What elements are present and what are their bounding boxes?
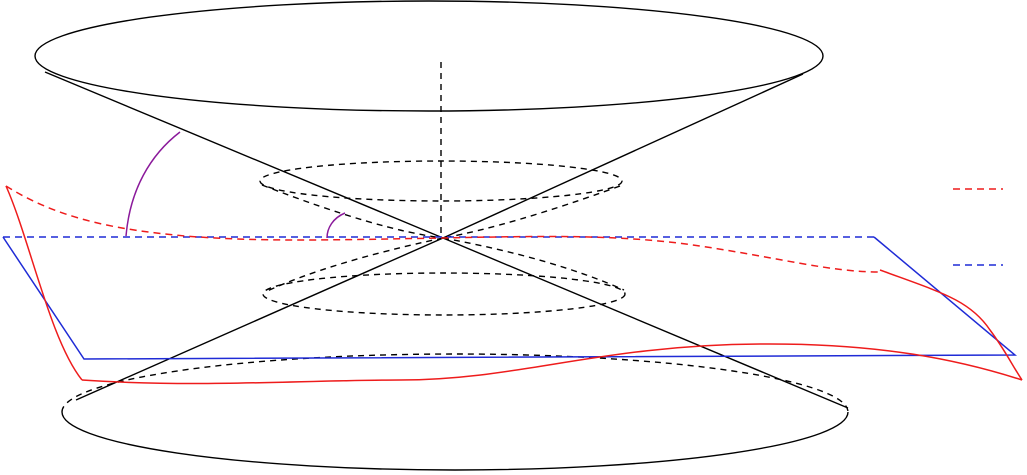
- upper-cone: [34, 0, 824, 239]
- inner-hyperboloid-upper-right: [442, 185, 621, 239]
- blue-plane: [2, 236, 1018, 360]
- lower-cone-right-generator: [442, 237, 849, 409]
- red-surface-front-edge: [81, 343, 1023, 385]
- upper-cone-left-generator: [44, 71, 444, 239]
- lower-cone: [61, 237, 849, 471]
- red-surface-back-edge: [5, 185, 881, 273]
- inner-angle-arc: [326, 212, 346, 239]
- lower-cone-left-generator: [75, 237, 444, 401]
- inner-hyperboloid-lower-left: [264, 237, 444, 293]
- upper-cone-rim: [34, 0, 824, 112]
- outer-angle-arc: [125, 131, 181, 237]
- legend: [953, 188, 1003, 266]
- inner-hyperboloid-lower-right: [442, 237, 625, 291]
- red-surface-left-edge: [5, 185, 83, 381]
- red-curved-surface: [5, 185, 1023, 385]
- inner-hyperboloid-upper-ring: [259, 160, 623, 202]
- blue-plane-front-edges: [2, 236, 1018, 360]
- upper-cone-right-generator: [442, 73, 804, 239]
- lower-cone-rim-back: [61, 353, 849, 413]
- inner-hyperboloid-upper-left: [261, 184, 444, 239]
- red-surface-right-edge: [879, 269, 1023, 381]
- inner-hyperboloid-lower-ring: [262, 272, 626, 316]
- inner-hyperboloid: [259, 160, 626, 316]
- lower-cone-rim-front: [61, 411, 849, 471]
